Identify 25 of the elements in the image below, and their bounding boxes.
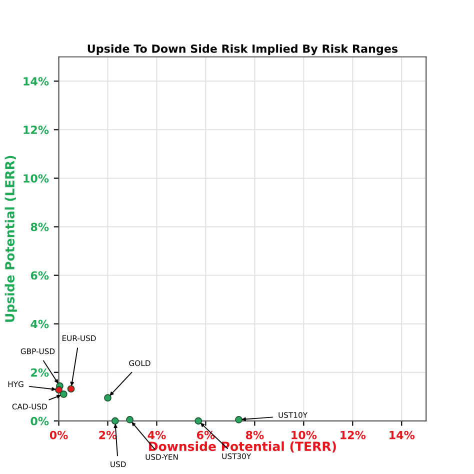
x-tick-label: 6% [196,430,215,440]
x-tick-label: 4% [148,430,166,440]
y-tick-label: 12% [24,126,49,134]
y-tick-label: 14% [24,77,49,86]
y-tick-label: 2% [31,368,49,377]
y-tick-label: 8% [30,222,49,232]
x-tick-label: 14% [390,430,415,440]
point [194,417,202,425]
point [55,386,62,394]
y-tick-label: 4% [30,320,49,328]
y-axis-title: Upside Potential (LERR) [4,156,17,322]
chart-title: Upside To Down Side Risk Implied By Risk Ranges [88,44,398,56]
x-tick-label: 10% [292,430,317,440]
point [104,394,112,402]
x-tick-label: 0% [50,430,68,440]
point [235,416,242,424]
point [67,385,75,393]
point [60,390,68,398]
point [111,417,119,425]
x-tick-label: 12% [340,430,366,440]
y-tick-label: 6% [30,271,49,280]
y-tick-label: 10% [24,174,49,183]
point [126,416,134,424]
y-tick-label: 0% [30,416,49,426]
x-tick-label: 8% [246,430,264,440]
